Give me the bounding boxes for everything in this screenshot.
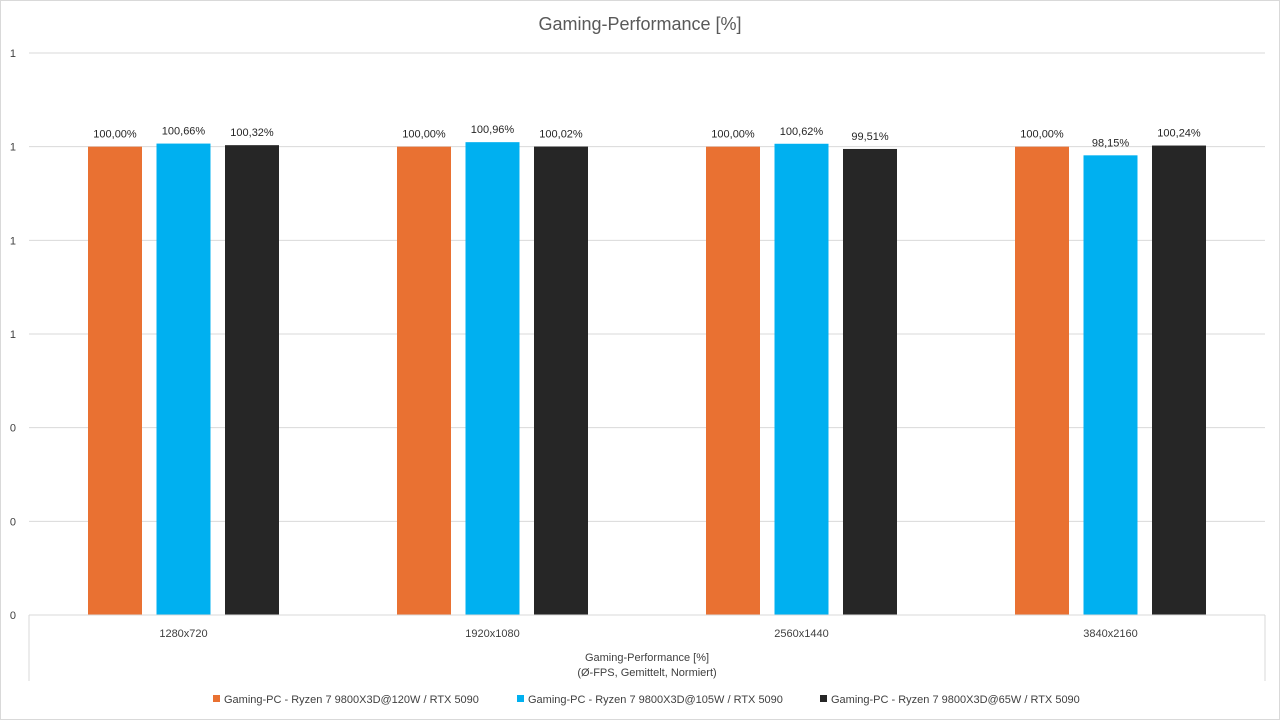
- data-label: 100,96%: [471, 124, 515, 136]
- y-tick-label: 0: [10, 610, 16, 622]
- legend-swatch: [517, 695, 524, 702]
- y-tick-label: 0: [10, 516, 16, 528]
- data-labels: 100,00% 100,66% 100,32% 100,00% 100,96% 100,0…: [93, 124, 1201, 149]
- data-label: 100,00%: [1020, 129, 1064, 141]
- bar: [465, 142, 520, 616]
- data-label: 100,00%: [711, 129, 755, 141]
- x-axis: 1280x720 1920x1080 2560x1440 3840x2160 Gamin…: [28, 614, 1266, 681]
- legend: Gaming-PC - Ryzen 7 9800X3D@120W / RTX 5…: [213, 694, 1080, 706]
- y-axis-ticks: 0 0 0 1 1 1 1: [10, 48, 16, 622]
- bar: [843, 148, 897, 616]
- x-category-label: 3840x2160: [1083, 628, 1137, 640]
- x-axis-title: Gaming-Performance [%]: [585, 652, 709, 664]
- y-tick-label: 0: [10, 423, 16, 435]
- chart-title: Gaming-Performance [%]: [538, 14, 741, 34]
- legend-label: Gaming-PC - Ryzen 7 9800X3D@105W / RTX 5…: [528, 694, 783, 706]
- x-axis-title: (Ø-FPS, Gemittelt, Normiert): [577, 667, 716, 679]
- bar: [534, 146, 588, 615]
- data-label: 99,51%: [851, 131, 889, 143]
- y-tick-label: 1: [10, 48, 16, 60]
- data-label: 100,00%: [93, 129, 137, 141]
- bar: [1015, 146, 1069, 615]
- bars: [88, 142, 1206, 616]
- y-tick-label: 1: [10, 235, 16, 247]
- legend-swatch: [213, 695, 220, 702]
- bar: [1083, 155, 1138, 616]
- bar: [156, 143, 211, 615]
- bar: [1152, 145, 1206, 615]
- bar: [225, 145, 279, 615]
- y-tick-label: 1: [10, 329, 16, 341]
- data-label: 100,62%: [780, 126, 824, 138]
- data-label: 100,02%: [539, 129, 583, 141]
- x-category-label: 2560x1440: [774, 628, 828, 640]
- bar: [774, 143, 829, 615]
- legend-label: Gaming-PC - Ryzen 7 9800X3D@120W / RTX 5…: [224, 694, 479, 706]
- legend-label: Gaming-PC - Ryzen 7 9800X3D@65W / RTX 50…: [831, 694, 1080, 706]
- x-category-label: 1920x1080: [465, 628, 519, 640]
- legend-swatch: [820, 695, 827, 702]
- data-label: 100,00%: [402, 129, 446, 141]
- y-tick-label: 1: [10, 142, 16, 154]
- bar: [397, 146, 451, 615]
- gridlines: [29, 52, 1265, 616]
- bar: [706, 146, 760, 615]
- data-label: 98,15%: [1092, 137, 1130, 149]
- data-label: 100,66%: [162, 126, 206, 138]
- x-category-label: 1280x720: [159, 628, 207, 640]
- data-label: 100,24%: [1157, 128, 1201, 140]
- bar: [88, 146, 142, 615]
- data-label: 100,32%: [230, 127, 274, 139]
